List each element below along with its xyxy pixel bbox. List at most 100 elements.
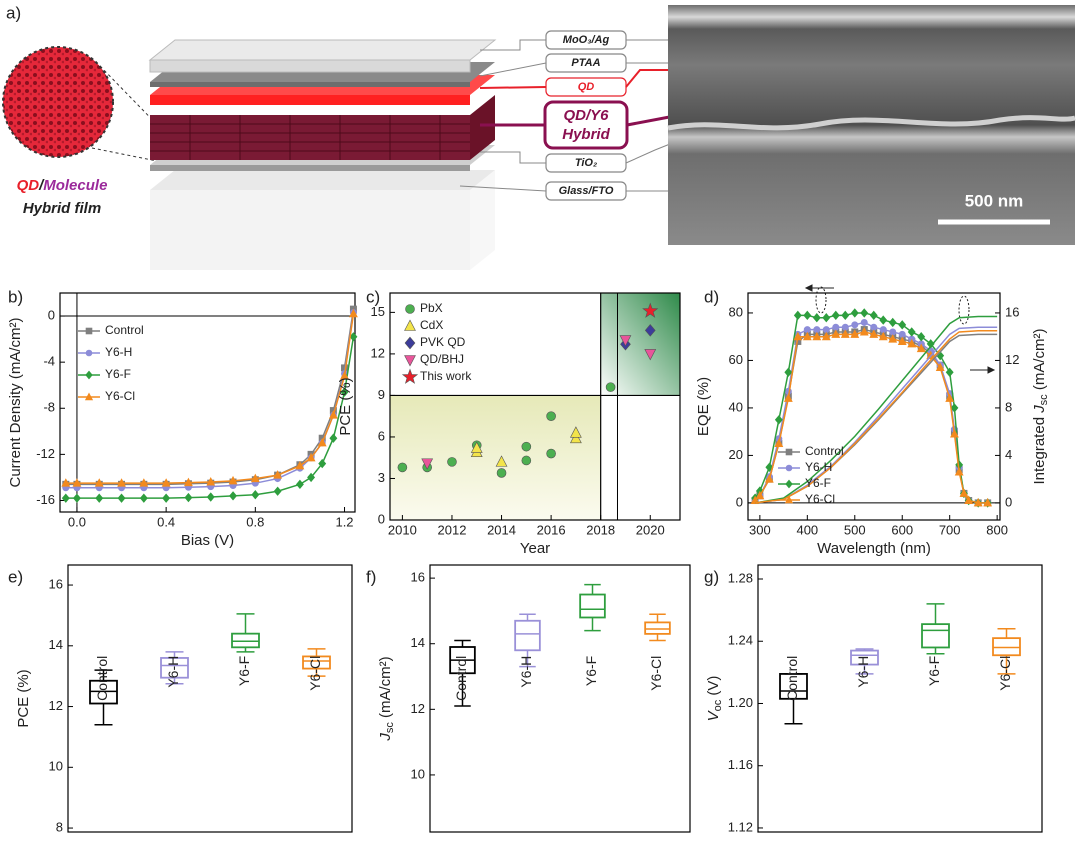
- plot-frame: [67, 564, 353, 833]
- marker: [926, 339, 935, 349]
- marker: [546, 448, 556, 459]
- marker: [812, 331, 822, 341]
- x-tick-label: Control: [453, 656, 469, 701]
- y-tick-label: 8: [56, 819, 63, 834]
- marker: [161, 478, 171, 487]
- panel-label: d): [704, 287, 719, 306]
- marker: [72, 493, 81, 503]
- y-tick-label: 14: [49, 637, 63, 652]
- marker: [869, 329, 879, 338]
- marker: [784, 367, 793, 377]
- region: [600, 293, 680, 396]
- legend-label: This work: [420, 369, 472, 383]
- y-tick-label: 0: [378, 511, 385, 526]
- box: [992, 637, 1021, 657]
- layer-label: MoO₃/Ag: [563, 34, 610, 46]
- box: [89, 679, 118, 705]
- y-tick-label: 20: [729, 447, 743, 462]
- y2-tick-label: 16: [1005, 304, 1019, 319]
- legend-label: Y6-F: [105, 367, 131, 381]
- legend-label: Y6-H: [805, 460, 832, 474]
- marker: [950, 429, 959, 438]
- marker: [229, 491, 237, 501]
- legend-label: Y6-Cl: [805, 492, 835, 506]
- legend-label: Control: [805, 444, 844, 458]
- marker: [397, 462, 408, 473]
- marker: [889, 328, 897, 336]
- x-tick-label: Y6-Cl: [307, 656, 323, 691]
- x-tick-label: 700: [939, 522, 961, 537]
- marker: [117, 478, 126, 487]
- marker: [61, 493, 70, 503]
- layer-label: Glass/FTO: [559, 185, 614, 197]
- legend-label: CdX: [420, 318, 443, 332]
- x-tick-label: Control: [784, 656, 800, 701]
- marker: [329, 433, 338, 443]
- marker: [898, 330, 906, 338]
- marker: [349, 332, 358, 342]
- marker: [935, 362, 945, 372]
- axis-label-part: EQE (%): [695, 377, 712, 436]
- x-tick-label: Y6-F: [583, 656, 599, 686]
- y-tick-label: 1.16: [728, 757, 753, 772]
- axis-label: PCE (%): [15, 669, 32, 727]
- marker: [570, 431, 582, 444]
- x-tick-label: 500: [844, 522, 866, 537]
- marker: [869, 310, 878, 320]
- marker: [879, 315, 888, 325]
- axis-label-part: oc: [712, 699, 724, 711]
- x-tick-label: Y6-F: [926, 656, 942, 686]
- y-tick-label: 1.24: [728, 633, 753, 648]
- x-tick-label: 0.4: [157, 514, 175, 529]
- plot-frame: [59, 292, 356, 513]
- box: [514, 619, 541, 652]
- legend-label: Y6-H: [105, 345, 132, 359]
- hybrid-label: Hybrid: [562, 126, 610, 143]
- region: [390, 395, 601, 520]
- y2-tick-label: 12: [1005, 352, 1019, 367]
- legend-label: Y6-F: [805, 476, 831, 490]
- marker: [813, 326, 821, 334]
- marker: [793, 310, 802, 320]
- x-tick-label: 0.0: [68, 514, 86, 529]
- marker: [973, 497, 983, 507]
- box: [644, 621, 671, 635]
- marker: [859, 326, 869, 336]
- marker: [879, 326, 887, 334]
- panel-a: a) QD/Molecule Hybrid film: [2, 3, 1076, 270]
- box: [921, 623, 950, 649]
- y-tick-label: 40: [729, 399, 743, 414]
- x-tick-label: Y6-Cl: [648, 656, 664, 691]
- marker: [964, 495, 974, 505]
- y-tick-label: 14: [411, 635, 425, 650]
- marker: [318, 458, 327, 469]
- legend-label: QD/BHJ: [420, 352, 464, 366]
- layer-label: TiO₂: [575, 157, 597, 169]
- legend-label: Y6-Cl: [105, 389, 135, 403]
- marker: [307, 472, 316, 483]
- marker: [945, 393, 955, 402]
- panel-label: c): [366, 287, 380, 306]
- marker: [831, 310, 840, 320]
- x-tick-label: Y6-H: [518, 656, 534, 688]
- marker: [897, 336, 907, 345]
- scale-bar-label: 500 nm: [965, 191, 1024, 210]
- y-tick-label: 1.12: [728, 819, 753, 834]
- y2-tick-label: 0: [1005, 494, 1012, 509]
- marker: [983, 497, 993, 507]
- panel-d-annotations: [804, 284, 996, 374]
- axis-label: PCE (%): [337, 377, 354, 435]
- box: [779, 673, 808, 700]
- marker: [340, 387, 349, 397]
- marker: [85, 370, 93, 380]
- panel-label: f): [366, 567, 376, 586]
- hybrid-label: QD/Y6: [563, 107, 609, 124]
- plot-frame: [389, 292, 681, 521]
- marker: [841, 310, 850, 320]
- axis-label: EQE (%): [695, 377, 712, 436]
- axis-label-part: (mA/cm²): [377, 656, 394, 722]
- marker: [764, 474, 774, 483]
- x-tick-label: Control: [94, 656, 110, 701]
- marker: [117, 493, 126, 503]
